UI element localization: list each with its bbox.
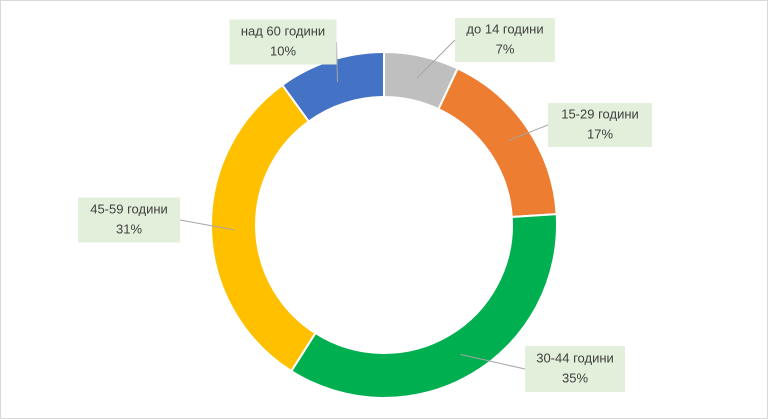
category-label: 45-59 години <box>90 201 168 216</box>
leader-line <box>416 39 456 79</box>
leader-line <box>460 354 526 370</box>
value-label: 7% <box>496 41 515 56</box>
label-box <box>548 103 652 147</box>
value-label: 10% <box>270 43 296 58</box>
donut-slice <box>289 213 558 400</box>
category-label: до 14 години <box>466 21 543 36</box>
label-box <box>78 197 180 243</box>
category-label: 15-29 години <box>561 106 639 121</box>
label-box <box>229 19 337 65</box>
donut-slice <box>280 50 385 123</box>
label-box <box>455 18 555 62</box>
value-label: 17% <box>587 126 613 141</box>
category-label: 30-44 години <box>536 350 614 365</box>
value-label: 31% <box>116 221 142 236</box>
label-box <box>525 346 625 392</box>
leader-line <box>179 219 234 231</box>
value-label: 35% <box>562 370 588 385</box>
leader-line <box>336 41 338 82</box>
category-label: над 60 години <box>241 23 325 38</box>
leader-line <box>508 124 549 141</box>
